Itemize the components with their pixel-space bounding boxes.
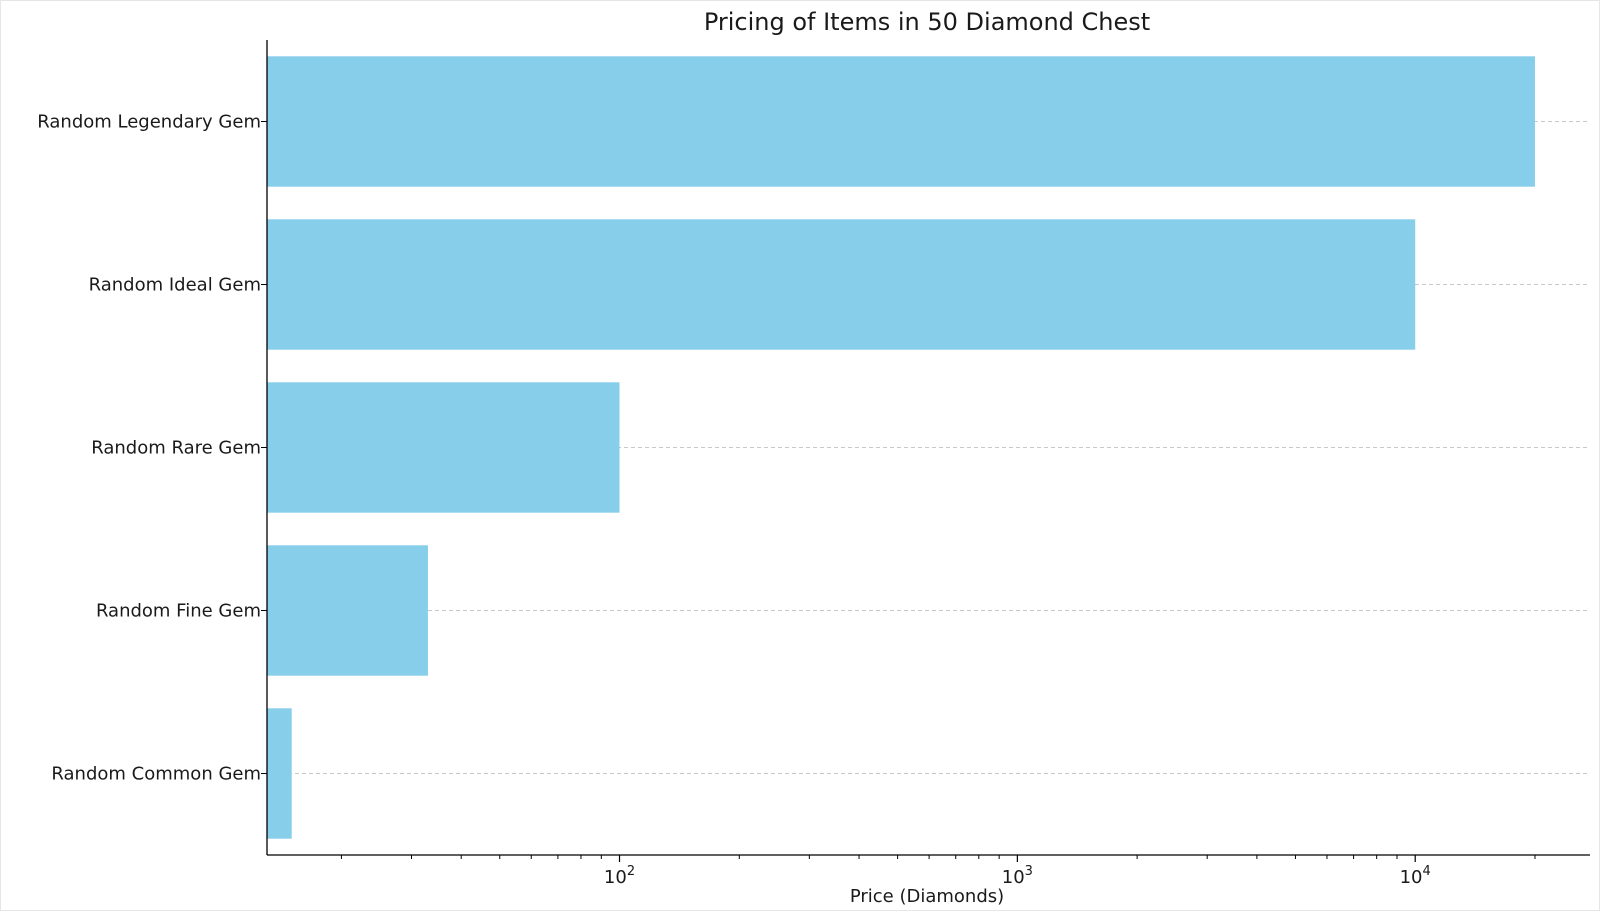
bar <box>267 545 428 676</box>
bars <box>267 56 1535 839</box>
category-label: Random Common Gem <box>51 764 261 785</box>
bar <box>267 708 292 839</box>
category-label: Random Rare Gem <box>91 438 261 459</box>
category-label: Random Fine Gem <box>96 601 261 622</box>
category-label: Random Legendary Gem <box>37 112 261 133</box>
bar <box>267 219 1416 350</box>
bar <box>267 56 1535 187</box>
x-ticks: 102 103 104 <box>340 855 1536 888</box>
chart-title: Pricing of Items in 50 Diamond Chest <box>704 8 1150 36</box>
bar <box>267 382 620 513</box>
x-axis-label: Price (Diamonds) <box>850 886 1004 907</box>
category-labels: Random Common Gem Random Fine Gem Random R… <box>37 112 267 785</box>
x-tick-label: 103 <box>1002 864 1033 888</box>
x-tick-label: 104 <box>1400 864 1431 888</box>
x-tick-label: 102 <box>604 864 635 888</box>
category-label: Random Ideal Gem <box>89 275 261 296</box>
